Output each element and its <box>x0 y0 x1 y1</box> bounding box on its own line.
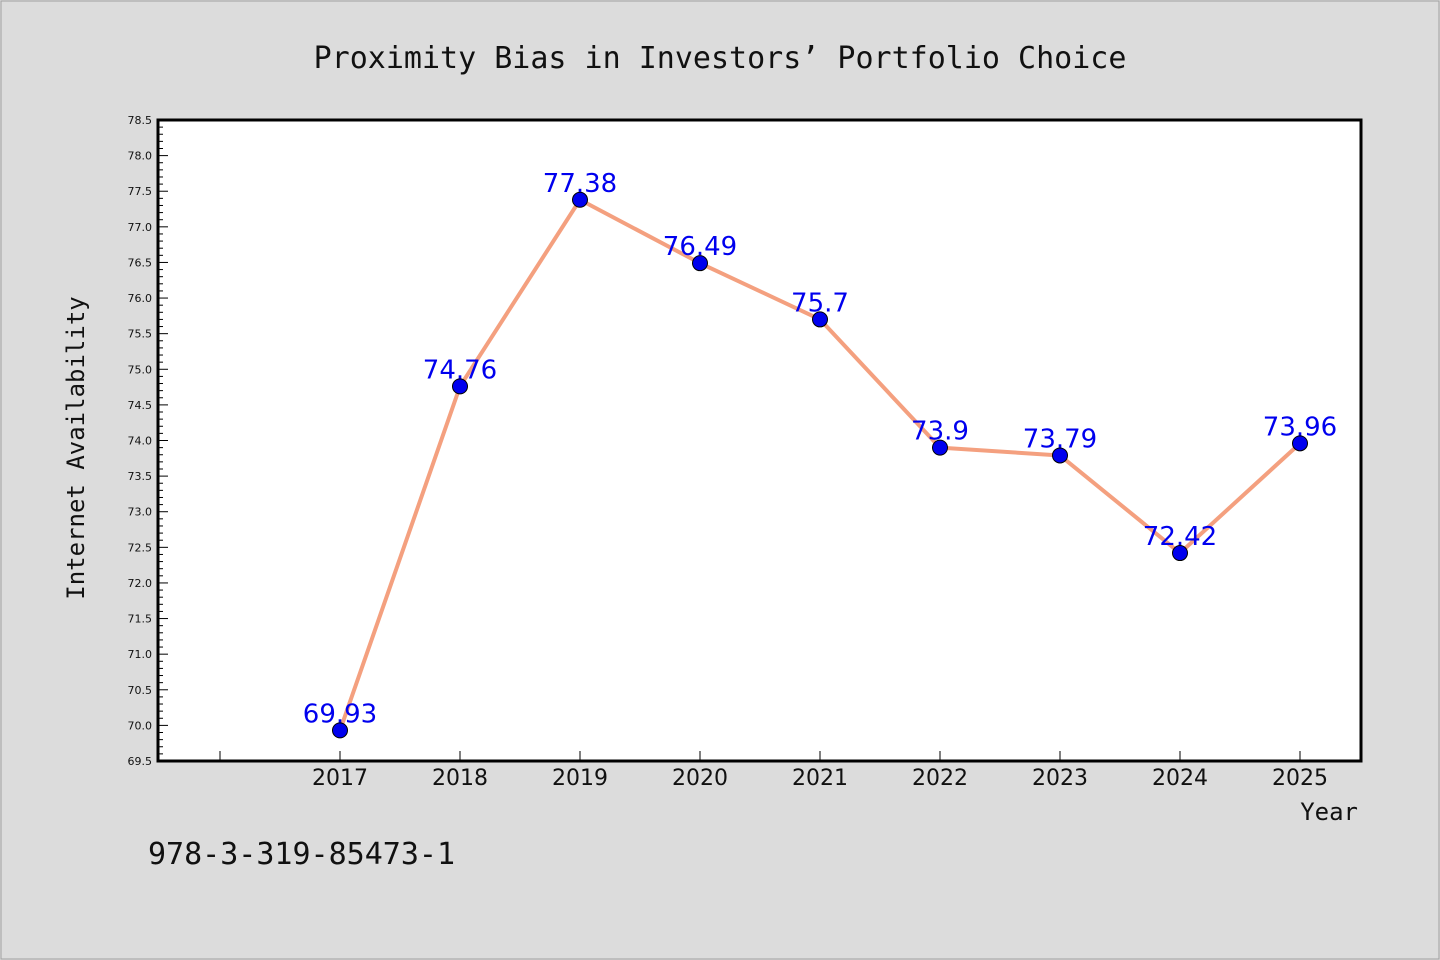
y-tick-label: 74.5 <box>128 399 153 412</box>
x-tick-label: 2019 <box>552 766 608 791</box>
data-label: 74.76 <box>423 355 497 385</box>
y-tick-label: 77.5 <box>128 185 153 198</box>
data-point-marker <box>572 191 588 208</box>
y-tick-label: 72.0 <box>128 577 153 590</box>
plot-area <box>156 118 1363 763</box>
x-tick-label: 2020 <box>672 766 728 791</box>
x-tick-label: 2022 <box>912 766 968 791</box>
data-point-marker <box>932 439 948 456</box>
data-point-marker <box>812 311 828 328</box>
chart-title: Proximity Bias in Investors’ Portfolio C… <box>314 41 1127 76</box>
x-tick-label: 2023 <box>1032 766 1088 791</box>
y-tick-label: 74.0 <box>128 435 153 448</box>
y-tick-label: 76.5 <box>128 256 153 269</box>
y-tick-label: 72.5 <box>128 541 153 554</box>
data-label: 72.42 <box>1143 522 1217 552</box>
data-label: 73.96 <box>1263 412 1337 442</box>
series-group: 69.93 74.76 77.38 76.49 75.7 73.9 73.79 72.42 73… <box>303 169 1337 739</box>
data-point-marker <box>452 378 468 395</box>
data-label: 76.49 <box>663 232 737 262</box>
data-point-marker <box>1292 435 1308 452</box>
x-tick-label: 2021 <box>792 766 848 791</box>
data-point-marker <box>692 255 708 272</box>
y-tick-label: 73.0 <box>128 506 153 519</box>
x-tick-label: 2024 <box>1152 766 1208 791</box>
y-tick-label: 75.5 <box>128 328 153 341</box>
data-label: 69.93 <box>303 699 377 729</box>
y-axis-label: Internet Availability <box>62 296 90 599</box>
data-label: 77.38 <box>543 169 617 199</box>
data-point-marker <box>1052 447 1068 464</box>
y-axis-ticks: 69.5 70.0 70.5 71.0 71.5 72.0 72.5 73.0 73.5 74.0… <box>128 114 168 768</box>
y-tick-label: 69.5 <box>128 755 153 768</box>
x-tick-label: 2018 <box>432 766 488 791</box>
y-tick-label: 71.0 <box>128 648 153 661</box>
data-label: 75.7 <box>791 288 849 318</box>
y-tick-label: 70.0 <box>128 719 153 732</box>
y-tick-label: 78.0 <box>128 150 153 163</box>
y-tick-label: 73.5 <box>128 470 153 483</box>
x-axis-label: Year <box>1300 798 1358 826</box>
data-label: 73.79 <box>1023 424 1097 454</box>
y-tick-label: 71.5 <box>128 613 153 626</box>
data-point-marker <box>1172 545 1188 562</box>
data-point-marker <box>332 722 348 739</box>
y-tick-label: 70.5 <box>128 684 153 697</box>
y-tick-label: 76.0 <box>128 292 153 305</box>
x-axis-ticks: 2017 2018 2019 2020 2021 2022 2023 2024 2025 <box>219 751 1328 791</box>
x-tick-label: 2017 <box>312 766 368 791</box>
y-tick-label: 78.5 <box>128 114 153 127</box>
y-tick-label: 75.0 <box>128 363 153 376</box>
y-tick-label: 77.0 <box>128 221 153 234</box>
footnote-isbn: 978-3-319-85473-1 <box>148 837 455 872</box>
data-label: 73.9 <box>911 417 969 447</box>
x-tick-label: 2025 <box>1272 766 1328 791</box>
